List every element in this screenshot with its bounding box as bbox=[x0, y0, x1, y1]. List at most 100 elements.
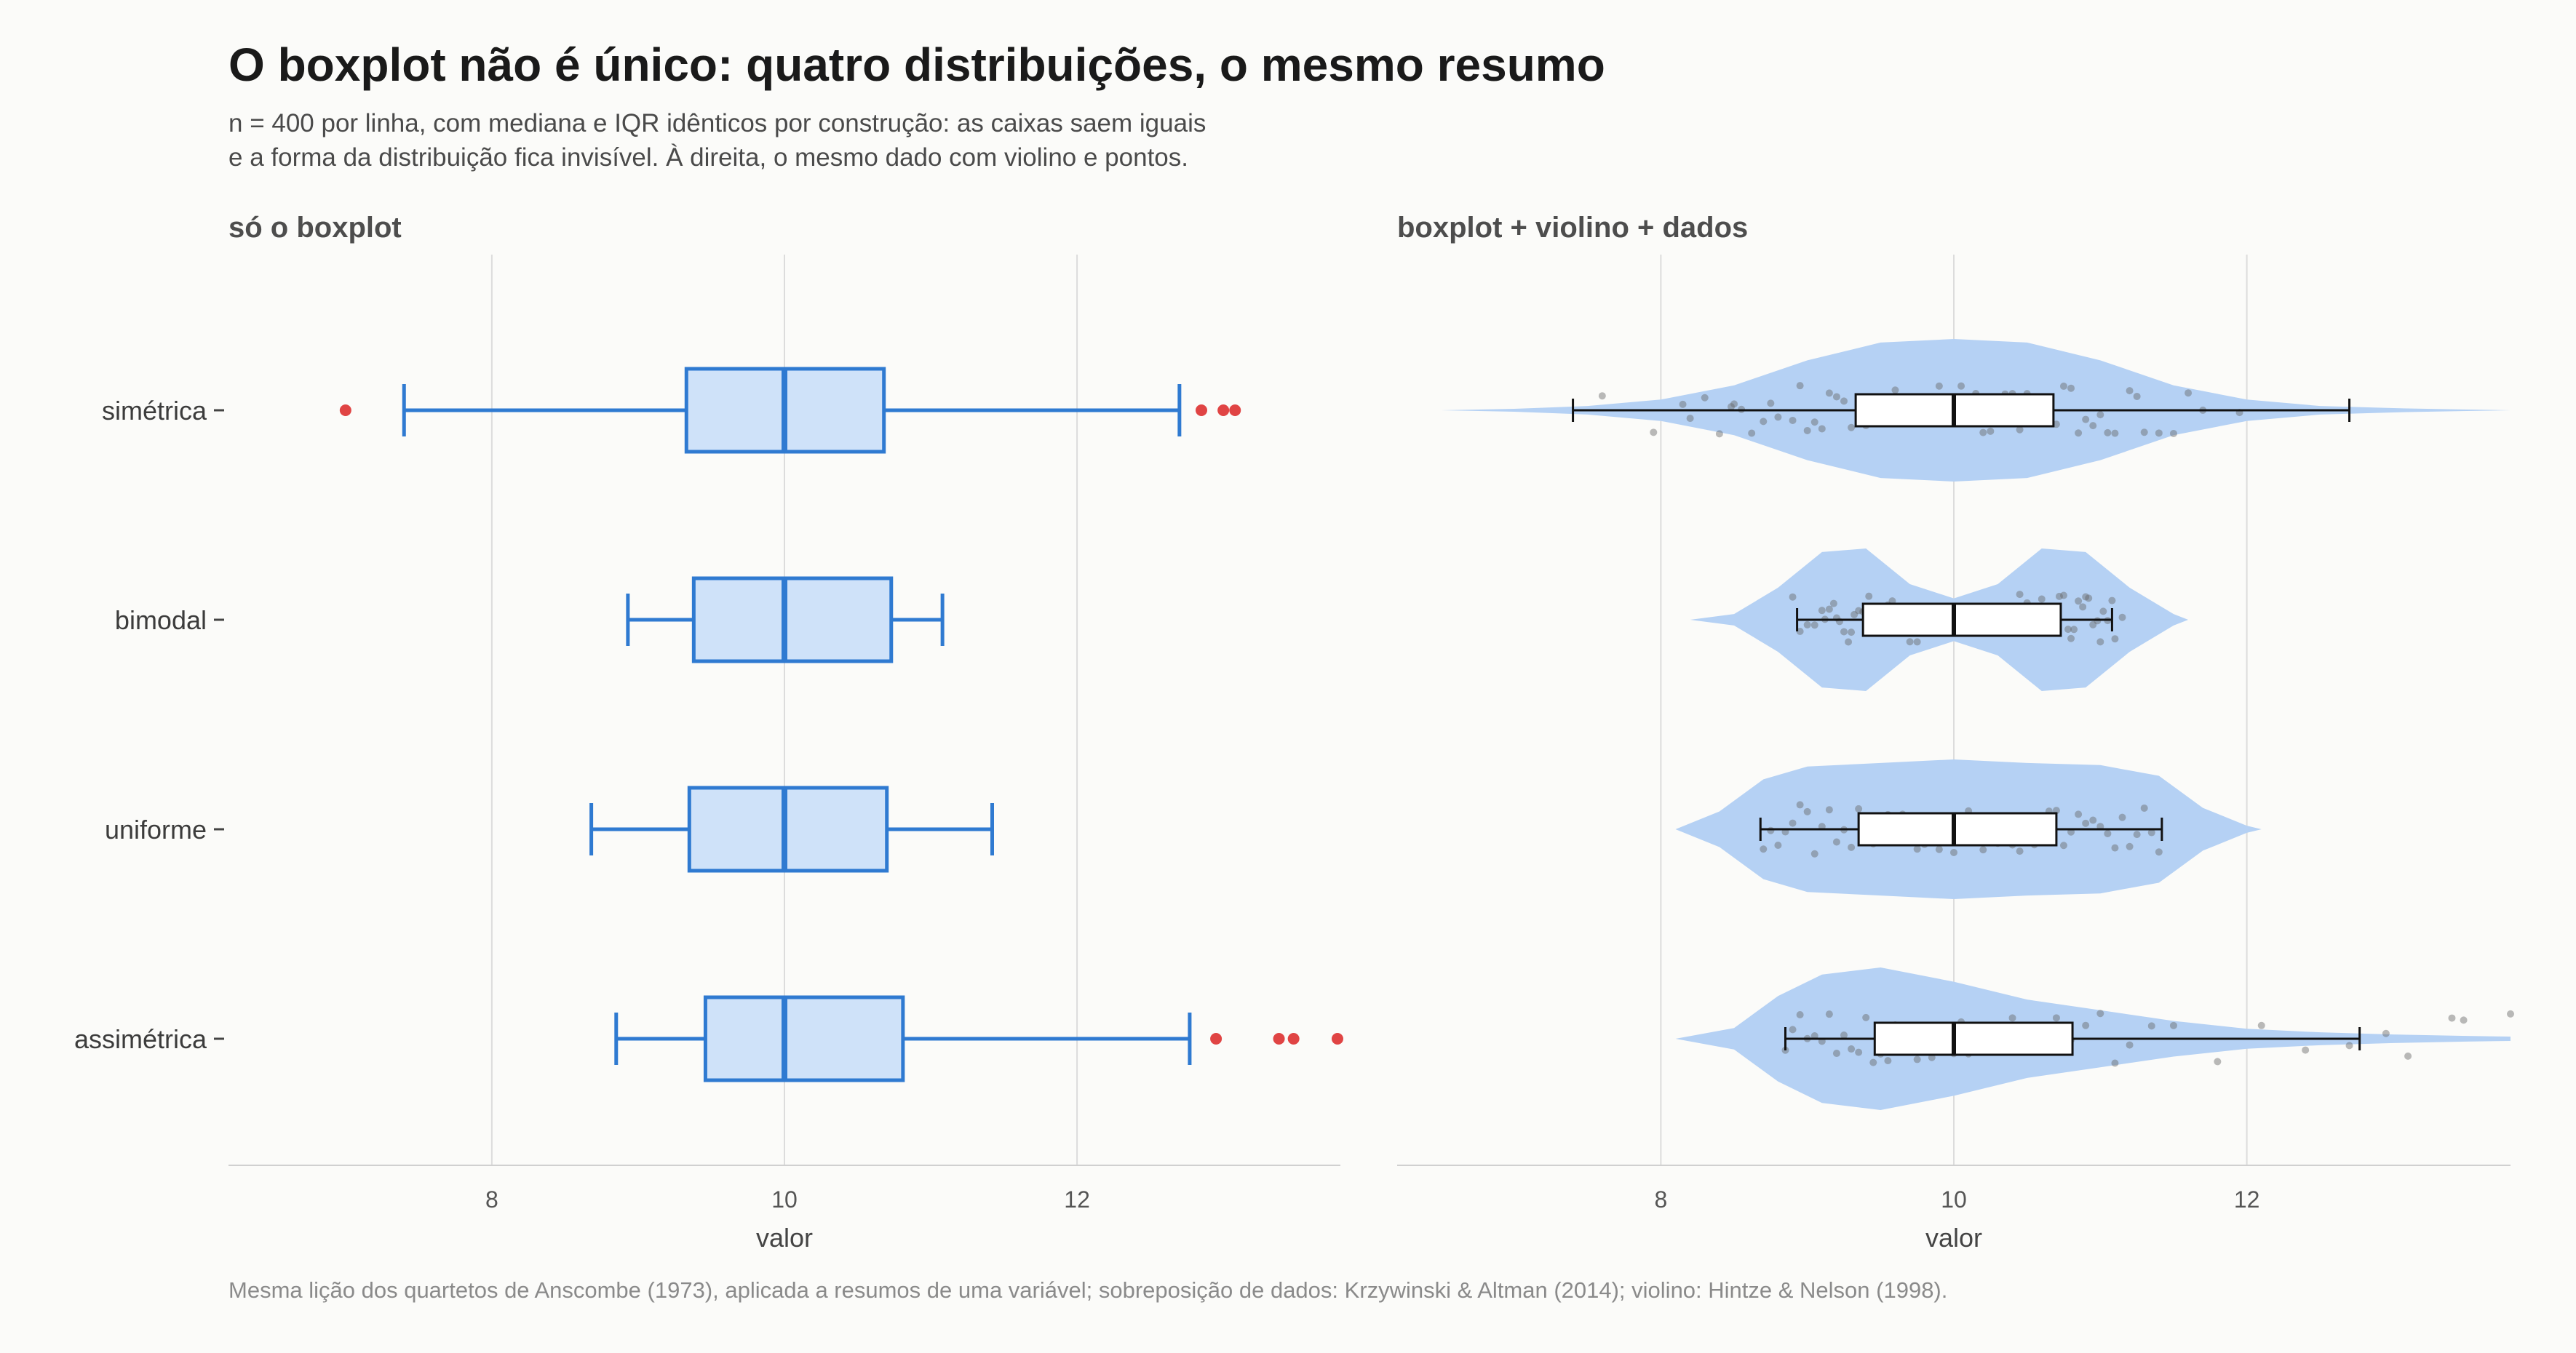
data-point-bimodal-2 bbox=[1803, 620, 1811, 628]
data-point-bimodal-31 bbox=[2016, 591, 2024, 599]
data-point-assimétrica-39 bbox=[2147, 1022, 2155, 1030]
data-point-simétrica-4 bbox=[1701, 394, 1709, 402]
data-point-assimétrica-37 bbox=[2111, 1059, 2119, 1067]
x-tick-label-0-8: 8 bbox=[485, 1186, 498, 1213]
x-axis-title-0: valor bbox=[756, 1223, 813, 1253]
data-point-uniforme-12 bbox=[1848, 843, 1856, 851]
data-point-assimétrica-33 bbox=[2052, 1014, 2060, 1022]
data-point-uniforme-13 bbox=[1855, 805, 1863, 813]
x-tick-label-1-12: 12 bbox=[2234, 1186, 2260, 1213]
data-point-assimétrica-2 bbox=[1796, 1011, 1804, 1019]
panel-title-0: só o boxplot bbox=[228, 212, 402, 244]
data-point-assimétrica-38 bbox=[2126, 1041, 2134, 1049]
data-point-simétrica-13 bbox=[1789, 416, 1797, 424]
data-point-uniforme-45 bbox=[2089, 816, 2097, 824]
data-point-simétrica-12 bbox=[1774, 413, 1782, 421]
data-point-simétrica-52 bbox=[2075, 429, 2083, 437]
data-point-simétrica-61 bbox=[2155, 429, 2163, 437]
data-point-bimodal-53 bbox=[2108, 596, 2116, 604]
x-tick-label-0-12: 12 bbox=[1064, 1186, 1090, 1213]
data-point-assimétrica-6 bbox=[1825, 1010, 1833, 1018]
data-point-simétrica-27 bbox=[1891, 386, 1899, 394]
data-point-uniforme-5 bbox=[1796, 801, 1804, 809]
data-point-assimétrica-18 bbox=[1913, 1055, 1921, 1063]
data-point-bimodal-11 bbox=[1845, 638, 1853, 646]
data-point-simétrica-16 bbox=[1810, 418, 1818, 426]
data-point-uniforme-44 bbox=[2082, 819, 2090, 827]
category-label-1: bimodal bbox=[115, 605, 207, 635]
data-point-simétrica-51 bbox=[2067, 384, 2075, 392]
data-point-uniforme-47 bbox=[2104, 829, 2112, 837]
data-point-simétrica-59 bbox=[2133, 392, 2141, 400]
data-point-simétrica-54 bbox=[2089, 422, 2097, 430]
data-point-uniforme-4 bbox=[1789, 819, 1797, 827]
data-point-uniforme-53 bbox=[2147, 829, 2155, 837]
panel-title-1: boxplot + violino + dados bbox=[1397, 212, 1748, 244]
data-point-bimodal-7 bbox=[1829, 599, 1837, 607]
data-point-simétrica-19 bbox=[1832, 393, 1840, 401]
data-point-bimodal-13 bbox=[1850, 610, 1859, 618]
data-point-simétrica-57 bbox=[2111, 429, 2119, 437]
data-point-uniforme-21 bbox=[1913, 845, 1921, 853]
data-point-assimétrica-36 bbox=[2096, 1010, 2104, 1018]
data-point-uniforme-7 bbox=[1810, 850, 1818, 858]
data-point-simétrica-60 bbox=[2140, 428, 2148, 436]
box-bimodal-0 bbox=[691, 576, 894, 663]
data-point-assimétrica-43 bbox=[2302, 1046, 2310, 1054]
data-point-bimodal-6 bbox=[1825, 605, 1833, 613]
data-point-bimodal-17 bbox=[1865, 592, 1873, 600]
box-assimétrica-0 bbox=[703, 995, 905, 1082]
data-point-assimétrica-12 bbox=[1869, 1058, 1877, 1066]
data-point-simétrica-21 bbox=[1848, 423, 1856, 431]
data-point-assimétrica-7 bbox=[1832, 1050, 1840, 1058]
data-point-bimodal-1 bbox=[1796, 628, 1804, 636]
data-point-simétrica-18 bbox=[1825, 389, 1833, 397]
data-point-bimodal-14 bbox=[1855, 607, 1863, 615]
data-point-uniforme-26 bbox=[1950, 848, 1957, 856]
data-point-uniforme-35 bbox=[2016, 847, 2024, 855]
data-point-bimodal-39 bbox=[2055, 592, 2063, 600]
data-point-assimétrica-11 bbox=[1862, 1013, 1870, 1021]
data-point-simétrica-3 bbox=[1686, 415, 1694, 423]
data-point-assimétrica-1 bbox=[1789, 1026, 1797, 1034]
data-point-simétrica-39 bbox=[1979, 428, 1987, 436]
data-point-assimétrica-30 bbox=[2008, 1014, 2016, 1022]
chart-subtitle: n = 400 por linha, com mediana e IQR idê… bbox=[228, 109, 1206, 172]
outlier-simétrica-0 bbox=[339, 404, 351, 416]
data-point-assimétrica-49 bbox=[2507, 1010, 2514, 1018]
chart-caption: Mesma lição dos quartetos de Anscombe (1… bbox=[228, 1277, 1948, 1303]
data-point-bimodal-28 bbox=[1913, 638, 1921, 646]
outlier-assimétrica-0 bbox=[1210, 1033, 1223, 1045]
chart-title: O boxplot não é único: quatro distribuiç… bbox=[228, 39, 1605, 91]
data-point-simétrica-20 bbox=[1840, 397, 1848, 405]
data-point-assimétrica-40 bbox=[2169, 1021, 2177, 1029]
data-point-bimodal-51 bbox=[2099, 607, 2107, 615]
data-point-simétrica-53 bbox=[2082, 415, 2090, 423]
data-point-simétrica-14 bbox=[1796, 382, 1804, 390]
data-point-simétrica-49 bbox=[2052, 420, 2060, 428]
data-point-assimétrica-42 bbox=[2257, 1021, 2265, 1029]
outlier-simétrica-3 bbox=[1229, 404, 1241, 416]
data-point-simétrica-2 bbox=[1679, 400, 1687, 408]
data-point-simétrica-7 bbox=[1730, 400, 1738, 408]
data-point-uniforme-54 bbox=[2155, 848, 2163, 856]
data-point-assimétrica-35 bbox=[2082, 1021, 2090, 1029]
category-label-2: uniforme bbox=[105, 815, 207, 845]
data-point-assimétrica-47 bbox=[2448, 1014, 2456, 1022]
data-point-uniforme-24 bbox=[1935, 845, 1943, 853]
data-point-simétrica-17 bbox=[1818, 425, 1826, 433]
outlier-simétrica-1 bbox=[1196, 404, 1207, 416]
data-point-assimétrica-45 bbox=[2382, 1029, 2390, 1037]
box-uniforme-1 bbox=[1857, 812, 2058, 847]
data-point-bimodal-48 bbox=[2089, 620, 2097, 628]
data-point-simétrica-56 bbox=[2104, 428, 2112, 436]
x-axis-title-1: valor bbox=[1925, 1223, 1982, 1253]
data-point-bimodal-3 bbox=[1810, 621, 1818, 629]
data-point-simétrica-63 bbox=[2185, 389, 2193, 397]
outlier-simétrica-2 bbox=[1217, 404, 1230, 416]
data-point-uniforme-50 bbox=[2126, 842, 2134, 850]
data-point-bimodal-0 bbox=[1789, 593, 1797, 601]
data-point-bimodal-50 bbox=[2096, 638, 2104, 646]
x-tick-label-1-10: 10 bbox=[1941, 1186, 1967, 1213]
data-point-assimétrica-8 bbox=[1840, 1031, 1848, 1039]
